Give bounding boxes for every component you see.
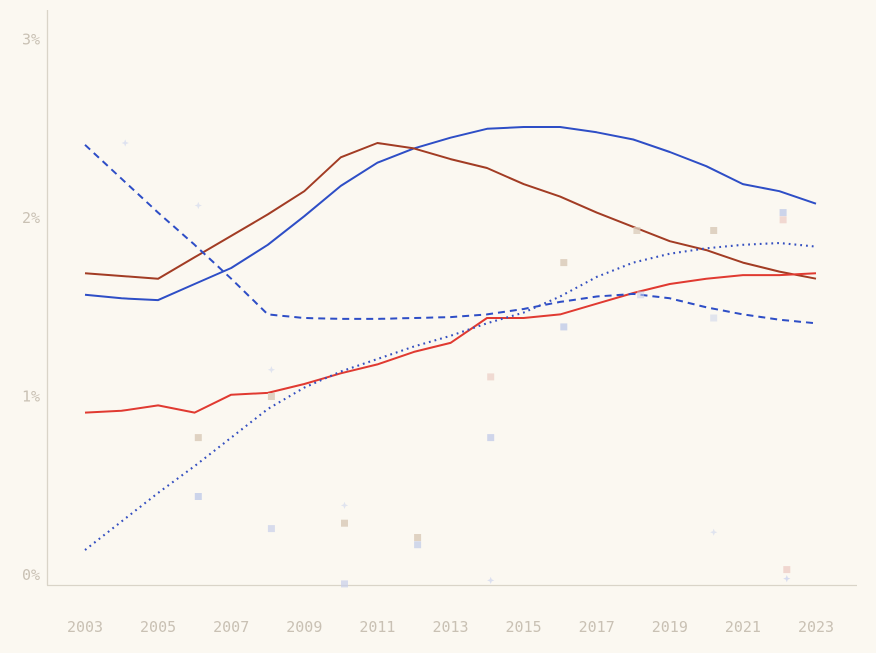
scatter-star-marker bbox=[710, 528, 718, 536]
scatter-star-marker bbox=[267, 366, 275, 374]
scatter-star-marker bbox=[340, 501, 349, 509]
scatter-star-marker bbox=[121, 139, 129, 147]
scatter-square-marker bbox=[487, 373, 495, 381]
scatter-square-marker bbox=[414, 541, 422, 549]
x-tick-label: 2003 bbox=[67, 618, 103, 636]
scatter-square-marker bbox=[710, 314, 718, 322]
scatter-square-marker bbox=[194, 493, 202, 500]
scatter-square-marker bbox=[710, 227, 718, 234]
x-tick-label: 2017 bbox=[579, 618, 615, 636]
x-tick-label: 2023 bbox=[798, 618, 834, 636]
scatter-square-marker bbox=[267, 393, 275, 400]
scatter-square-marker bbox=[560, 259, 568, 267]
scatter-star-marker bbox=[194, 201, 202, 210]
scatter-square-marker bbox=[194, 434, 202, 442]
scatter-square-marker bbox=[783, 566, 791, 574]
scatter-star-marker bbox=[783, 575, 791, 583]
x-tick-label: 2019 bbox=[652, 618, 688, 636]
scatter-square-marker bbox=[267, 525, 275, 533]
x-tick-label: 2005 bbox=[140, 618, 176, 636]
x-tick-label: 2013 bbox=[432, 618, 468, 636]
line-series-blue-dashed bbox=[84, 144, 817, 325]
scatter-square-marker bbox=[633, 227, 641, 234]
x-tick-label: 2021 bbox=[725, 618, 761, 636]
scatter-square-marker bbox=[560, 323, 568, 331]
y-tick-label: 0% bbox=[22, 566, 40, 584]
line-series-dark-red-solid bbox=[84, 142, 817, 280]
x-tick-label: 2011 bbox=[359, 618, 395, 636]
x-tick-label: 2007 bbox=[213, 618, 249, 636]
x-tick-label: 2015 bbox=[506, 618, 542, 636]
scatter-square-marker bbox=[779, 209, 787, 217]
line-series-red-solid bbox=[84, 272, 817, 414]
y-tick-label: 1% bbox=[22, 388, 40, 406]
scatter-square-marker bbox=[779, 216, 787, 224]
line-series-blue-dotted bbox=[84, 241, 817, 551]
scatter-square-marker bbox=[414, 534, 422, 541]
scatter-square-marker bbox=[637, 291, 645, 299]
line-series-blue-solid bbox=[84, 126, 817, 302]
scatter-square-marker bbox=[341, 580, 348, 588]
scatter-square-marker bbox=[487, 434, 495, 442]
y-tick-label: 2% bbox=[22, 209, 40, 227]
x-tick-label: 2009 bbox=[286, 618, 322, 636]
y-tick-label: 3% bbox=[22, 31, 40, 49]
scatter-square-marker bbox=[341, 519, 348, 527]
scatter-star-marker bbox=[487, 576, 495, 584]
